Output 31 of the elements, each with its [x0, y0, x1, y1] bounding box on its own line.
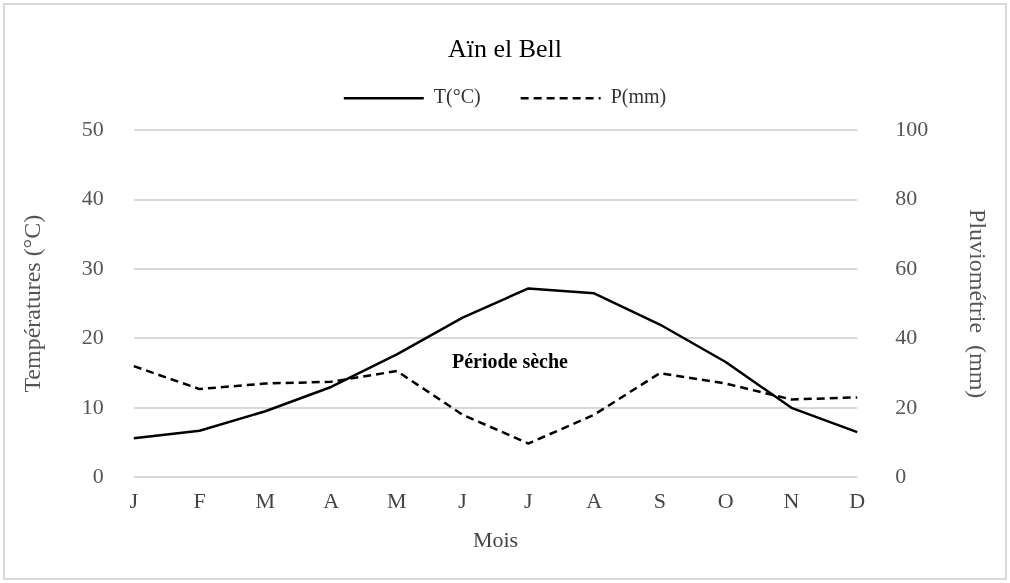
x-tick-label: O — [717, 488, 734, 514]
y-tick-label: 10 — [81, 393, 104, 419]
x-tick-label: M — [387, 488, 407, 514]
x-tick-label: S — [653, 488, 667, 514]
y2-tick-label: 100 — [895, 115, 929, 141]
legend-label: T(°C) — [433, 85, 481, 109]
y2-tick-label: 80 — [895, 185, 918, 211]
y-tick-label: 20 — [81, 324, 104, 350]
x-tick-label: D — [849, 488, 866, 514]
y2-tick-label: 40 — [895, 324, 918, 350]
y2-tick-label: 0 — [895, 462, 907, 488]
x-tick-label: F — [193, 488, 206, 514]
x-tick-label: J — [129, 488, 139, 514]
x-tick-label: A — [586, 488, 603, 514]
y-tick-label: 40 — [81, 185, 104, 211]
x-tick-label: M — [255, 488, 276, 514]
x-tick-label: J — [458, 488, 468, 514]
y2-tick-label: 60 — [895, 254, 918, 280]
x-tick-label: J — [524, 488, 534, 514]
chart-title: Aïn el Bell — [447, 34, 563, 64]
y2-tick-label: 20 — [895, 393, 918, 419]
y-tick-label: 0 — [92, 462, 104, 488]
x-tick-label: N — [783, 488, 800, 514]
y-axis-title: Températures (°C) — [18, 214, 45, 393]
y-tick-label: 30 — [81, 254, 104, 280]
y2-axis-title: Pluviométrie (mm) — [965, 209, 992, 399]
legend-label: P(mm) — [610, 85, 667, 109]
x-tick-label: A — [323, 488, 340, 514]
x-axis-title: Mois — [472, 526, 519, 552]
y-tick-label: 50 — [81, 115, 104, 141]
annotation: Période sèche — [451, 349, 569, 372]
